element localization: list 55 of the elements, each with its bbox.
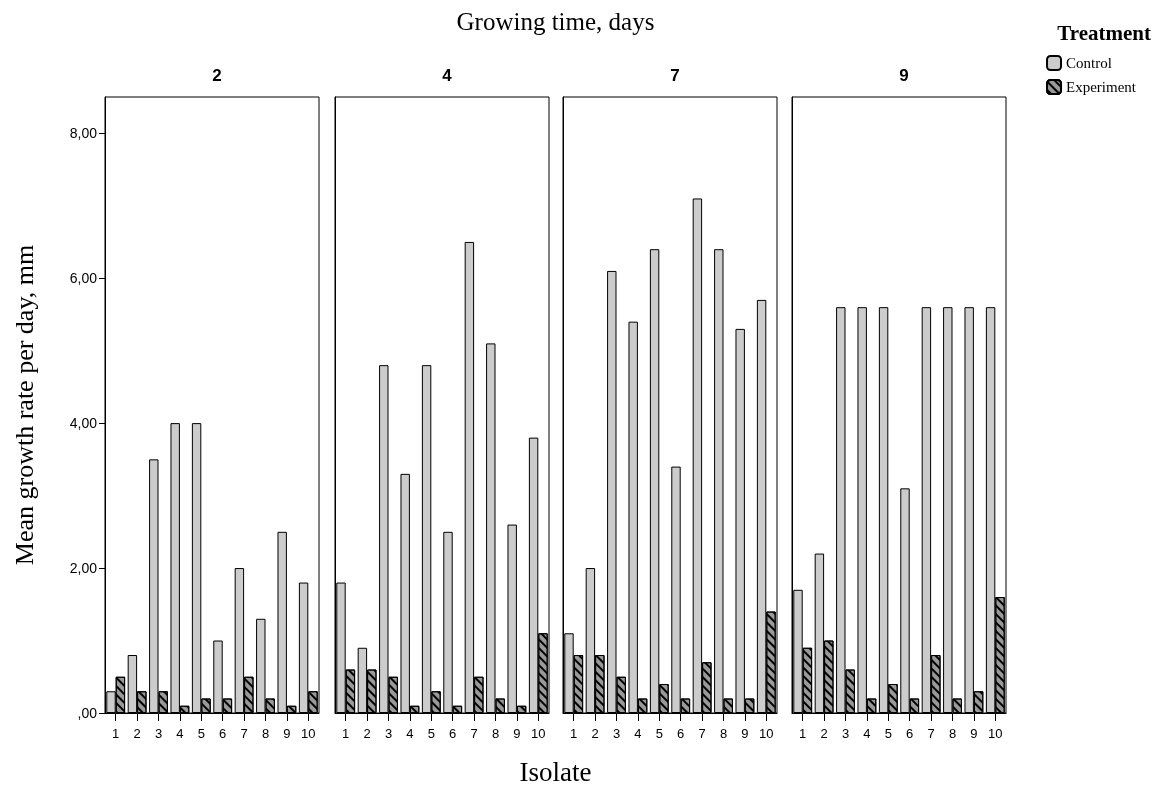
x-tick-label: 3 <box>384 726 393 741</box>
y-axis-title: Mean growth rate per day, mm <box>9 244 39 566</box>
legend-label: Control <box>1066 55 1112 71</box>
chart-title: 7 <box>670 66 680 85</box>
x-tick-label: 6 <box>677 726 685 741</box>
x-tick-label: 7 <box>240 726 248 741</box>
x-tick-label: 1 <box>570 726 578 741</box>
x-tick-label: 5 <box>197 726 205 741</box>
x-tick-label: 2 <box>363 726 371 741</box>
x-tick-label: 2 <box>820 726 828 741</box>
x-tick-label: 8 <box>719 726 728 741</box>
x-tick-label: 10 <box>301 726 316 741</box>
text: Growing time, days <box>455 8 656 36</box>
y-tick-label: 6,00 <box>69 270 98 287</box>
x-tick-label: 1 <box>799 726 807 741</box>
x-tick-label: 9 <box>970 726 978 741</box>
x-tick-label: 7 <box>470 726 478 741</box>
x-tick-label: 8 <box>261 726 270 741</box>
x-tick-label: 8 <box>948 726 957 741</box>
chart-title: 2 <box>212 66 222 85</box>
x-tick-label: 10 <box>988 726 1003 741</box>
x-tick-label: 4 <box>176 726 184 741</box>
x-tick-label: 5 <box>884 726 892 741</box>
x-tick-label: 3 <box>612 726 621 741</box>
x-axis-title: Isolate <box>518 757 593 788</box>
legend-title: Treatment <box>1057 20 1152 45</box>
x-tick-label: 3 <box>154 726 163 741</box>
x-tick-label: 4 <box>863 726 871 741</box>
x-tick-label: 9 <box>283 726 291 741</box>
x-tick-label: 6 <box>449 726 457 741</box>
x-tick-label: 8 <box>491 726 500 741</box>
y-tick-label: 8,00 <box>69 125 98 142</box>
x-tick-label: 10 <box>531 726 546 741</box>
x-tick-label: 2 <box>591 726 599 741</box>
x-tick-label: 4 <box>634 726 642 741</box>
x-tick-label: 5 <box>655 726 663 741</box>
y-tick-label: ,00 <box>77 705 98 721</box>
x-tick-label: 6 <box>219 726 227 741</box>
x-tick-label: 2 <box>133 726 141 741</box>
x-tick-label: 9 <box>741 726 749 741</box>
x-tick-label: 7 <box>698 726 706 741</box>
chart-title: 9 <box>899 66 909 85</box>
x-tick-label: 5 <box>427 726 435 741</box>
legend-label: Experiment <box>1066 79 1137 95</box>
x-tick-label: 10 <box>759 726 774 741</box>
x-tick-label: 1 <box>112 726 120 741</box>
y-tick-label: 4,00 <box>69 415 98 432</box>
x-tick-label: 9 <box>513 726 521 741</box>
x-tick-label: 6 <box>906 726 914 741</box>
x-tick-label: 1 <box>342 726 350 741</box>
x-tick-label: 4 <box>406 726 414 741</box>
x-tick-label: 3 <box>841 726 850 741</box>
chart-title: 4 <box>442 66 453 85</box>
x-tick-label: 7 <box>927 726 935 741</box>
y-tick-label: 2,00 <box>69 560 98 577</box>
